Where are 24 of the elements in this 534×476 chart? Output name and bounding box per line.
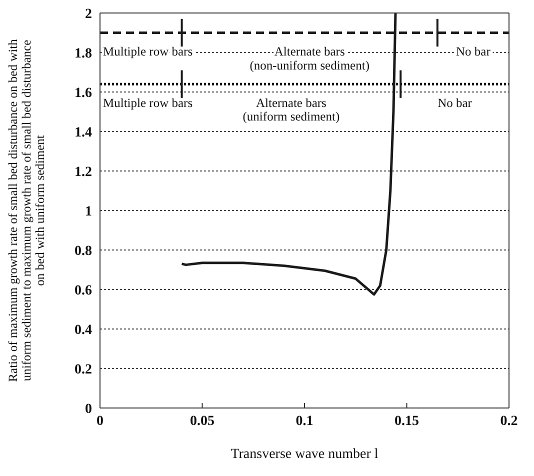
y-tick-label: 0.8	[74, 244, 92, 259]
y-tick-label: 1	[85, 204, 92, 220]
y-tick-label: 0.4	[74, 322, 92, 338]
y-tick-label: 0	[85, 402, 92, 417]
y-tick-label: 2	[85, 6, 92, 22]
annotation: Multiple row bars	[103, 96, 193, 110]
annotation: Alternate bars (non-uniform sediment)	[250, 44, 370, 72]
x-axis-title: Transverse wave number l	[230, 447, 378, 462]
annotation: Multiple row bars	[103, 44, 193, 59]
y-tick-label: 1.2	[74, 164, 92, 180]
x-tick-label: 0.05	[190, 414, 214, 429]
x-tick-label: 0.1	[296, 414, 314, 429]
annotation: Alternate bars (uniform sediment)	[242, 96, 340, 124]
annotation: No bar	[438, 96, 473, 110]
y-tick-label: 0.6	[74, 283, 92, 298]
annotation: No bar	[456, 44, 492, 59]
x-tick-label: 0.15	[394, 414, 419, 429]
y-tick-label: 1.6	[74, 86, 92, 101]
y-axis-title: Ratio of maximum growth rate of small bed disturbance on bed with uniform sediment to maximum growth rate of small bed disturbance on bed with uniform sediment	[6, 38, 47, 382]
x-tick-label: 0	[96, 414, 104, 429]
x-tick-label: 0.2	[500, 414, 518, 429]
y-tick-label: 1.8	[74, 46, 92, 62]
y-tick-label: 1.4	[74, 125, 92, 140]
y-tick-label: 0.2	[74, 362, 92, 378]
